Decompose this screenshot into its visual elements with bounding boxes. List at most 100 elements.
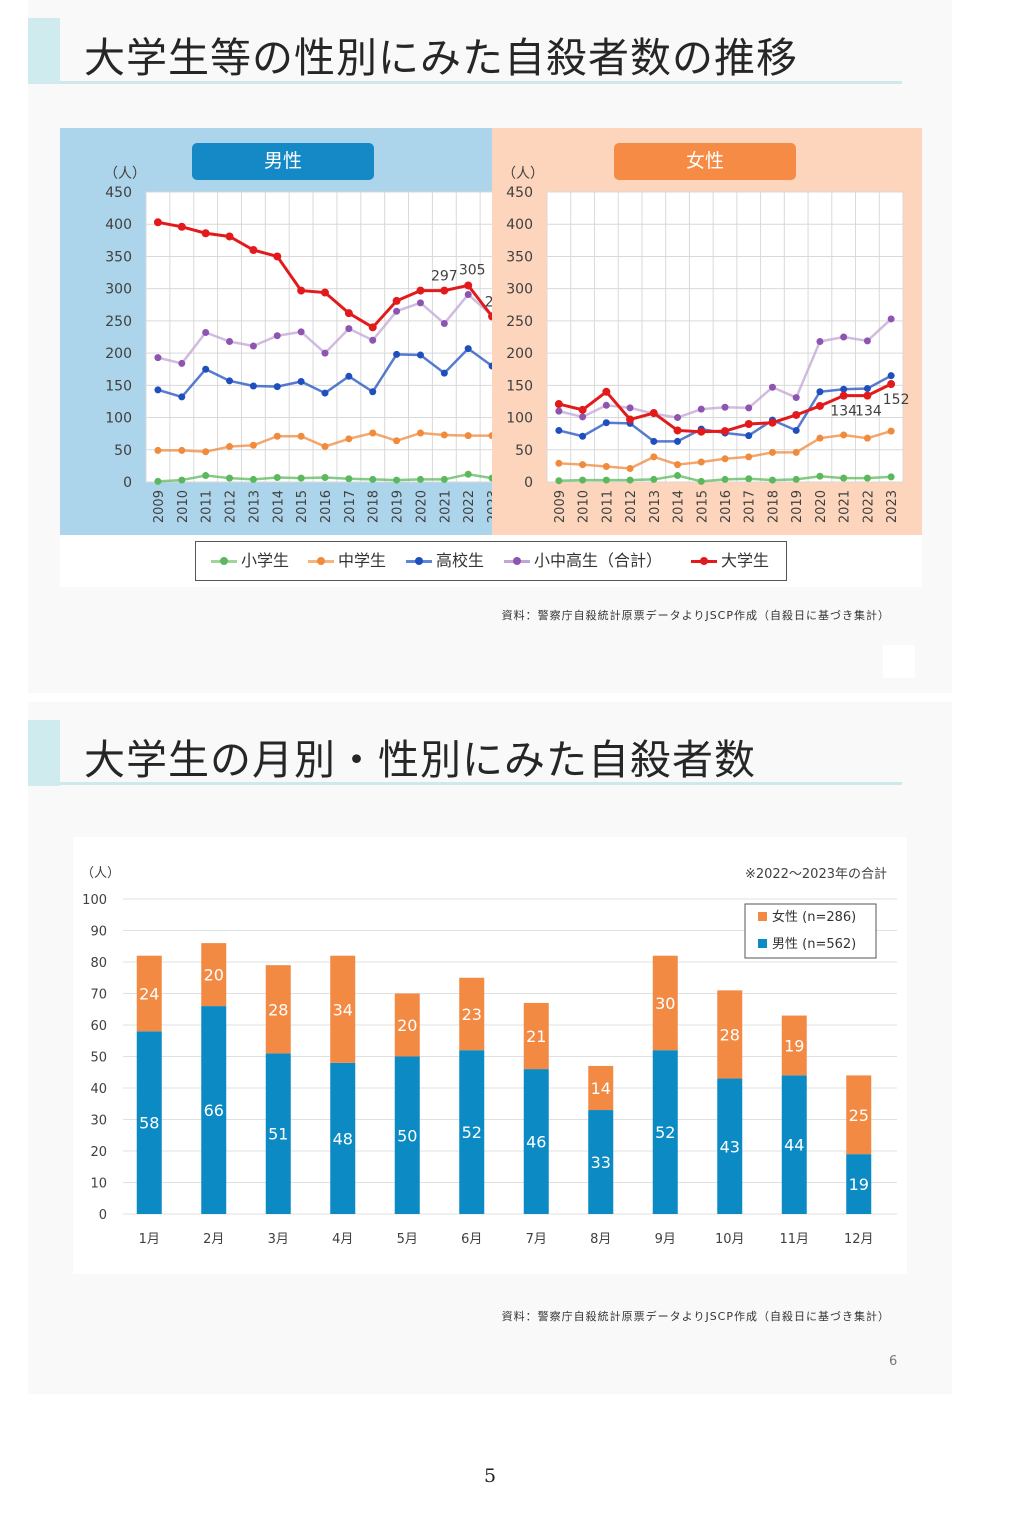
data-point — [202, 448, 210, 456]
bar-female — [136, 955, 162, 1032]
x-tick-label: 2016 — [319, 490, 334, 523]
data-point — [345, 475, 353, 483]
bar-male — [459, 1050, 485, 1214]
bar-label-male: 44 — [784, 1136, 804, 1155]
bar-label-female: 21 — [526, 1027, 546, 1046]
bar-female — [781, 1015, 807, 1076]
data-point — [721, 475, 729, 483]
bar-label-female: 20 — [204, 966, 224, 985]
data-point — [792, 426, 800, 434]
x-tick-label: 2023 — [486, 490, 492, 523]
bar-male — [588, 1110, 614, 1214]
data-point — [297, 286, 306, 295]
data-point — [273, 332, 281, 340]
data-point — [887, 380, 896, 389]
slide-title: 大学生等の性別にみた自殺者数の推移 — [84, 34, 798, 82]
data-point — [488, 432, 492, 440]
male-line-chart: 0 50 100 150 200 250 300 350 400 450 2009 2010 2011 2… — [105, 185, 492, 523]
data-point — [249, 246, 258, 254]
bar-label-male: 66 — [204, 1101, 224, 1120]
data-point — [721, 455, 729, 463]
data-point — [839, 391, 848, 400]
slide-title: 大学生の月別・性別にみた自殺者数 — [84, 736, 756, 784]
x-tick-label: 2015 — [695, 490, 710, 523]
data-point — [626, 415, 635, 424]
data-point — [697, 477, 705, 485]
x-tick-label: 2019 — [391, 490, 406, 523]
data-point — [863, 391, 872, 400]
data-point — [154, 354, 162, 362]
data-point — [697, 458, 705, 466]
x-tick-label: 2019 — [790, 490, 805, 523]
x-tick-label: 2018 — [766, 490, 781, 523]
data-point — [154, 446, 162, 454]
data-point — [555, 407, 563, 415]
y-tick-label: 100 — [105, 411, 132, 427]
data-point — [226, 338, 234, 346]
bar-label-female: 28 — [268, 1000, 288, 1019]
data-point — [863, 337, 871, 345]
source-note: 資料：警察庁自殺統計原票データよりJSCP作成（自殺日に基づき集計） — [501, 1310, 890, 1323]
data-point — [225, 232, 234, 241]
data-point — [674, 437, 682, 445]
data-point — [579, 476, 587, 484]
legend-label: 大学生 — [721, 551, 770, 570]
data-point — [273, 252, 282, 261]
x-tick-label: 2018 — [367, 490, 382, 523]
bar-label-female: 28 — [720, 1025, 740, 1044]
male-y-unit: （人） — [104, 166, 146, 182]
bar-label-female: 14 — [591, 1079, 611, 1098]
data-point — [626, 404, 634, 412]
x-tick-label: 2021 — [438, 490, 453, 523]
x-tick-label: 2012 — [224, 490, 239, 523]
data-point — [440, 475, 448, 483]
y-tick-label: 200 — [105, 346, 132, 362]
bar-female — [588, 1065, 614, 1111]
bar-label-female: 20 — [397, 1016, 417, 1035]
slide-page-number: 6 — [889, 1354, 898, 1369]
y-tick-label: 40 — [90, 1082, 107, 1097]
data-point — [249, 382, 257, 390]
y-tick-label: 0 — [524, 475, 533, 491]
data-point — [650, 453, 658, 461]
data-point — [674, 472, 682, 480]
y-tick-label: 350 — [105, 249, 132, 265]
data-point — [488, 312, 492, 321]
x-tick-label: 2020 — [814, 490, 829, 523]
bar-label-male: 58 — [139, 1114, 159, 1133]
bar-female — [394, 993, 420, 1057]
y-tick-label: 90 — [90, 925, 107, 940]
source-note: 資料：警察庁自殺統計原票データよりJSCP作成（自殺日に基づき集計） — [501, 609, 890, 622]
bar-label-female: 34 — [333, 1000, 353, 1019]
y-tick-label: 60 — [90, 1019, 107, 1034]
y-axis-unit: （人） — [81, 866, 120, 881]
bar-label-female: 24 — [139, 985, 159, 1004]
x-tick-label: 2月 — [203, 1232, 224, 1247]
title-accent-bar — [28, 720, 60, 786]
data-label: 297 — [431, 269, 458, 285]
female-chart-panel: 女性 （人） 0 50 100 150 200 250 300 350 400 450 2009 20… — [492, 128, 922, 535]
data-point — [297, 474, 305, 482]
y-tick-label: 450 — [506, 185, 533, 201]
x-tick-label: 9月 — [655, 1232, 676, 1247]
x-tick-label: 2015 — [295, 490, 310, 523]
data-point — [321, 389, 329, 397]
bar-female — [265, 965, 291, 1054]
bar-male — [652, 1050, 678, 1214]
legend-item-university: 大学生 — [691, 542, 769, 580]
bar-label-female: 25 — [849, 1106, 869, 1125]
female-y-unit: （人） — [502, 166, 544, 182]
data-point — [321, 288, 329, 297]
legend-item-high-school: 高校生 — [406, 542, 484, 580]
y-tick-label: 50 — [515, 443, 533, 459]
data-point — [768, 418, 777, 427]
bar-female — [523, 1002, 549, 1070]
data-point — [840, 385, 848, 393]
data-point — [744, 420, 753, 428]
line-legend: 小学生 中学生 高校生 小中高生（合計） 大学生 — [195, 541, 787, 581]
bar-male — [717, 1078, 743, 1214]
data-point — [488, 362, 492, 370]
y-tick-label: 0 — [123, 475, 132, 491]
data-point — [464, 470, 472, 478]
data-point — [345, 325, 353, 333]
